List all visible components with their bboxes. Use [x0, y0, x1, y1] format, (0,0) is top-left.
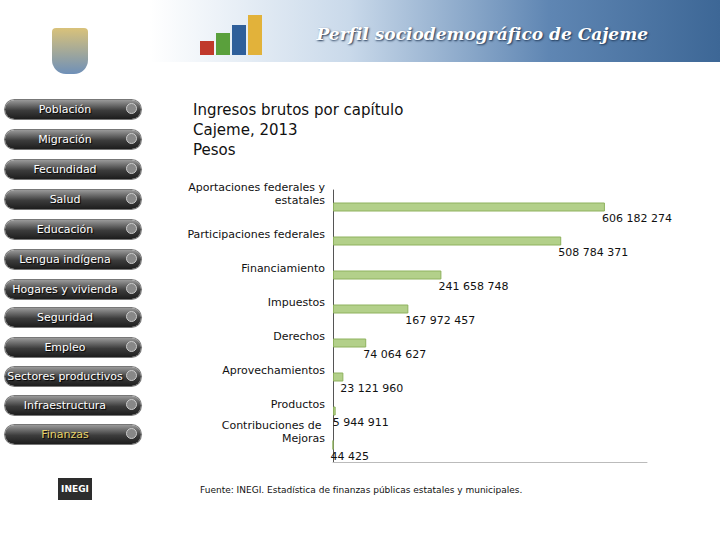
- svg-text:Aprovechamientos: Aprovechamientos: [222, 364, 325, 377]
- html-text:Perfil sociodemográfico de Caj: Perfil sociodemográfico de Cajeme: [316, 24, 648, 44]
- svg-text:Fuente: INEGI. Estadística de: Fuente: INEGI. Estadística de finanzas p…: [200, 485, 522, 495]
- svg-text:74 064 627: 74 064 627: [363, 348, 426, 361]
- svg-text:167 972 457: 167 972 457: [405, 314, 475, 327]
- html-text:Hogares y vivienda: Hogares y vivienda: [12, 283, 118, 296]
- svg-text:Pesos: Pesos: [193, 141, 236, 159]
- html-text:Educación: Educación: [36, 223, 94, 236]
- svg-text:Impuestos: Impuestos: [268, 296, 325, 309]
- svg-text:241 658 748: 241 658 748: [438, 280, 508, 293]
- html-text:Finanzas: Finanzas: [41, 428, 89, 441]
- html-text:Población: Población: [38, 103, 92, 116]
- svg-text:23 121 960: 23 121 960: [340, 382, 403, 395]
- svg-text:Financiamiento: Financiamiento: [241, 262, 325, 275]
- html-text:Migración: Migración: [38, 133, 92, 146]
- html-text:Lengua indígena: Lengua indígena: [19, 253, 111, 266]
- svg-text:508 784 371: 508 784 371: [558, 246, 628, 259]
- svg-text:606 182 274: 606 182 274: [602, 212, 672, 225]
- svg-text:estatales: estatales: [271, 194, 325, 207]
- svg-text:44 425: 44 425: [331, 450, 370, 463]
- svg-text:Cajeme, 2013: Cajeme, 2013: [193, 121, 298, 139]
- html-text:INEGI: INEGI: [61, 484, 89, 494]
- svg-text:Mejoras: Mejoras: [282, 432, 325, 445]
- svg-text:Participaciones federales: Participaciones federales: [187, 228, 325, 241]
- html-text:Fecundidad: Fecundidad: [33, 163, 97, 176]
- html-text:Seguridad: Seguridad: [37, 311, 93, 324]
- svg-text:Contribuciones de: Contribuciones de: [222, 419, 325, 432]
- html-text:Sectores productivos: Sectores productivos: [7, 370, 123, 383]
- html-text:Empleo: Empleo: [44, 341, 86, 354]
- svg-text:Aportaciones federales y: Aportaciones federales y: [188, 181, 325, 194]
- svg-text:5 944 911: 5 944 911: [333, 416, 389, 429]
- html-text:Salud: Salud: [49, 193, 81, 206]
- svg-text:Productos: Productos: [271, 398, 325, 411]
- html-text:Infraestructura: Infraestructura: [23, 399, 107, 412]
- svg-text:Derechos: Derechos: [273, 330, 325, 343]
- svg-text:Ingresos brutos por capítulo: Ingresos brutos por capítulo: [193, 101, 403, 119]
